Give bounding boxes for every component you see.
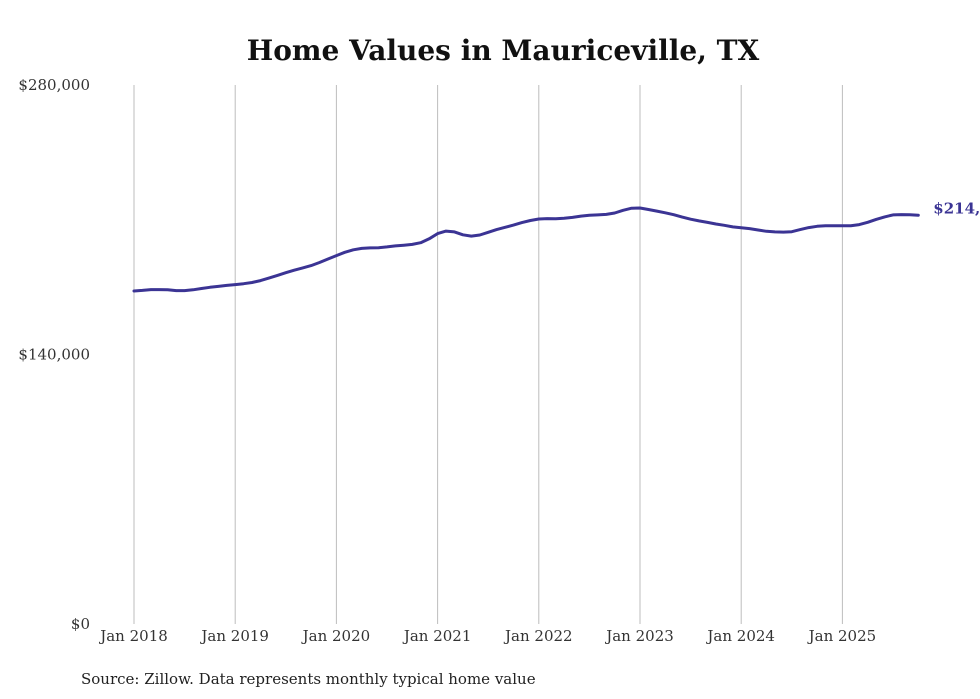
x-tick-label: Jan 2021 bbox=[402, 627, 472, 645]
x-tick-label: Jan 2020 bbox=[301, 627, 371, 645]
series-line-0 bbox=[132, 206, 920, 293]
x-tick-label: Jan 2019 bbox=[199, 627, 269, 645]
source-note: Source: Zillow. Data represents monthly … bbox=[81, 670, 536, 688]
grid bbox=[133, 85, 843, 624]
x-tick-label: Jan 2024 bbox=[705, 627, 775, 645]
y-tick-label: $0 bbox=[71, 615, 90, 633]
y-tick-label: $140,000 bbox=[18, 346, 90, 364]
y-axis: $0 $140,000 $280,000 bbox=[18, 76, 90, 633]
chart-title: Home Values in Mauriceville, TX bbox=[247, 34, 760, 67]
y-tick-label: $280,000 bbox=[18, 76, 90, 94]
x-tick-label: Jan 2022 bbox=[503, 627, 573, 645]
x-tick-label: Jan 2018 bbox=[98, 627, 168, 645]
end-value-label: $214,568 bbox=[933, 199, 980, 217]
x-tick-label: Jan 2025 bbox=[807, 627, 877, 645]
x-tick-label: Jan 2023 bbox=[604, 627, 674, 645]
series bbox=[132, 206, 920, 293]
x-axis: Jan 2018 Jan 2019 Jan 2020 Jan 2021 Jan 2022… bbox=[98, 627, 876, 645]
